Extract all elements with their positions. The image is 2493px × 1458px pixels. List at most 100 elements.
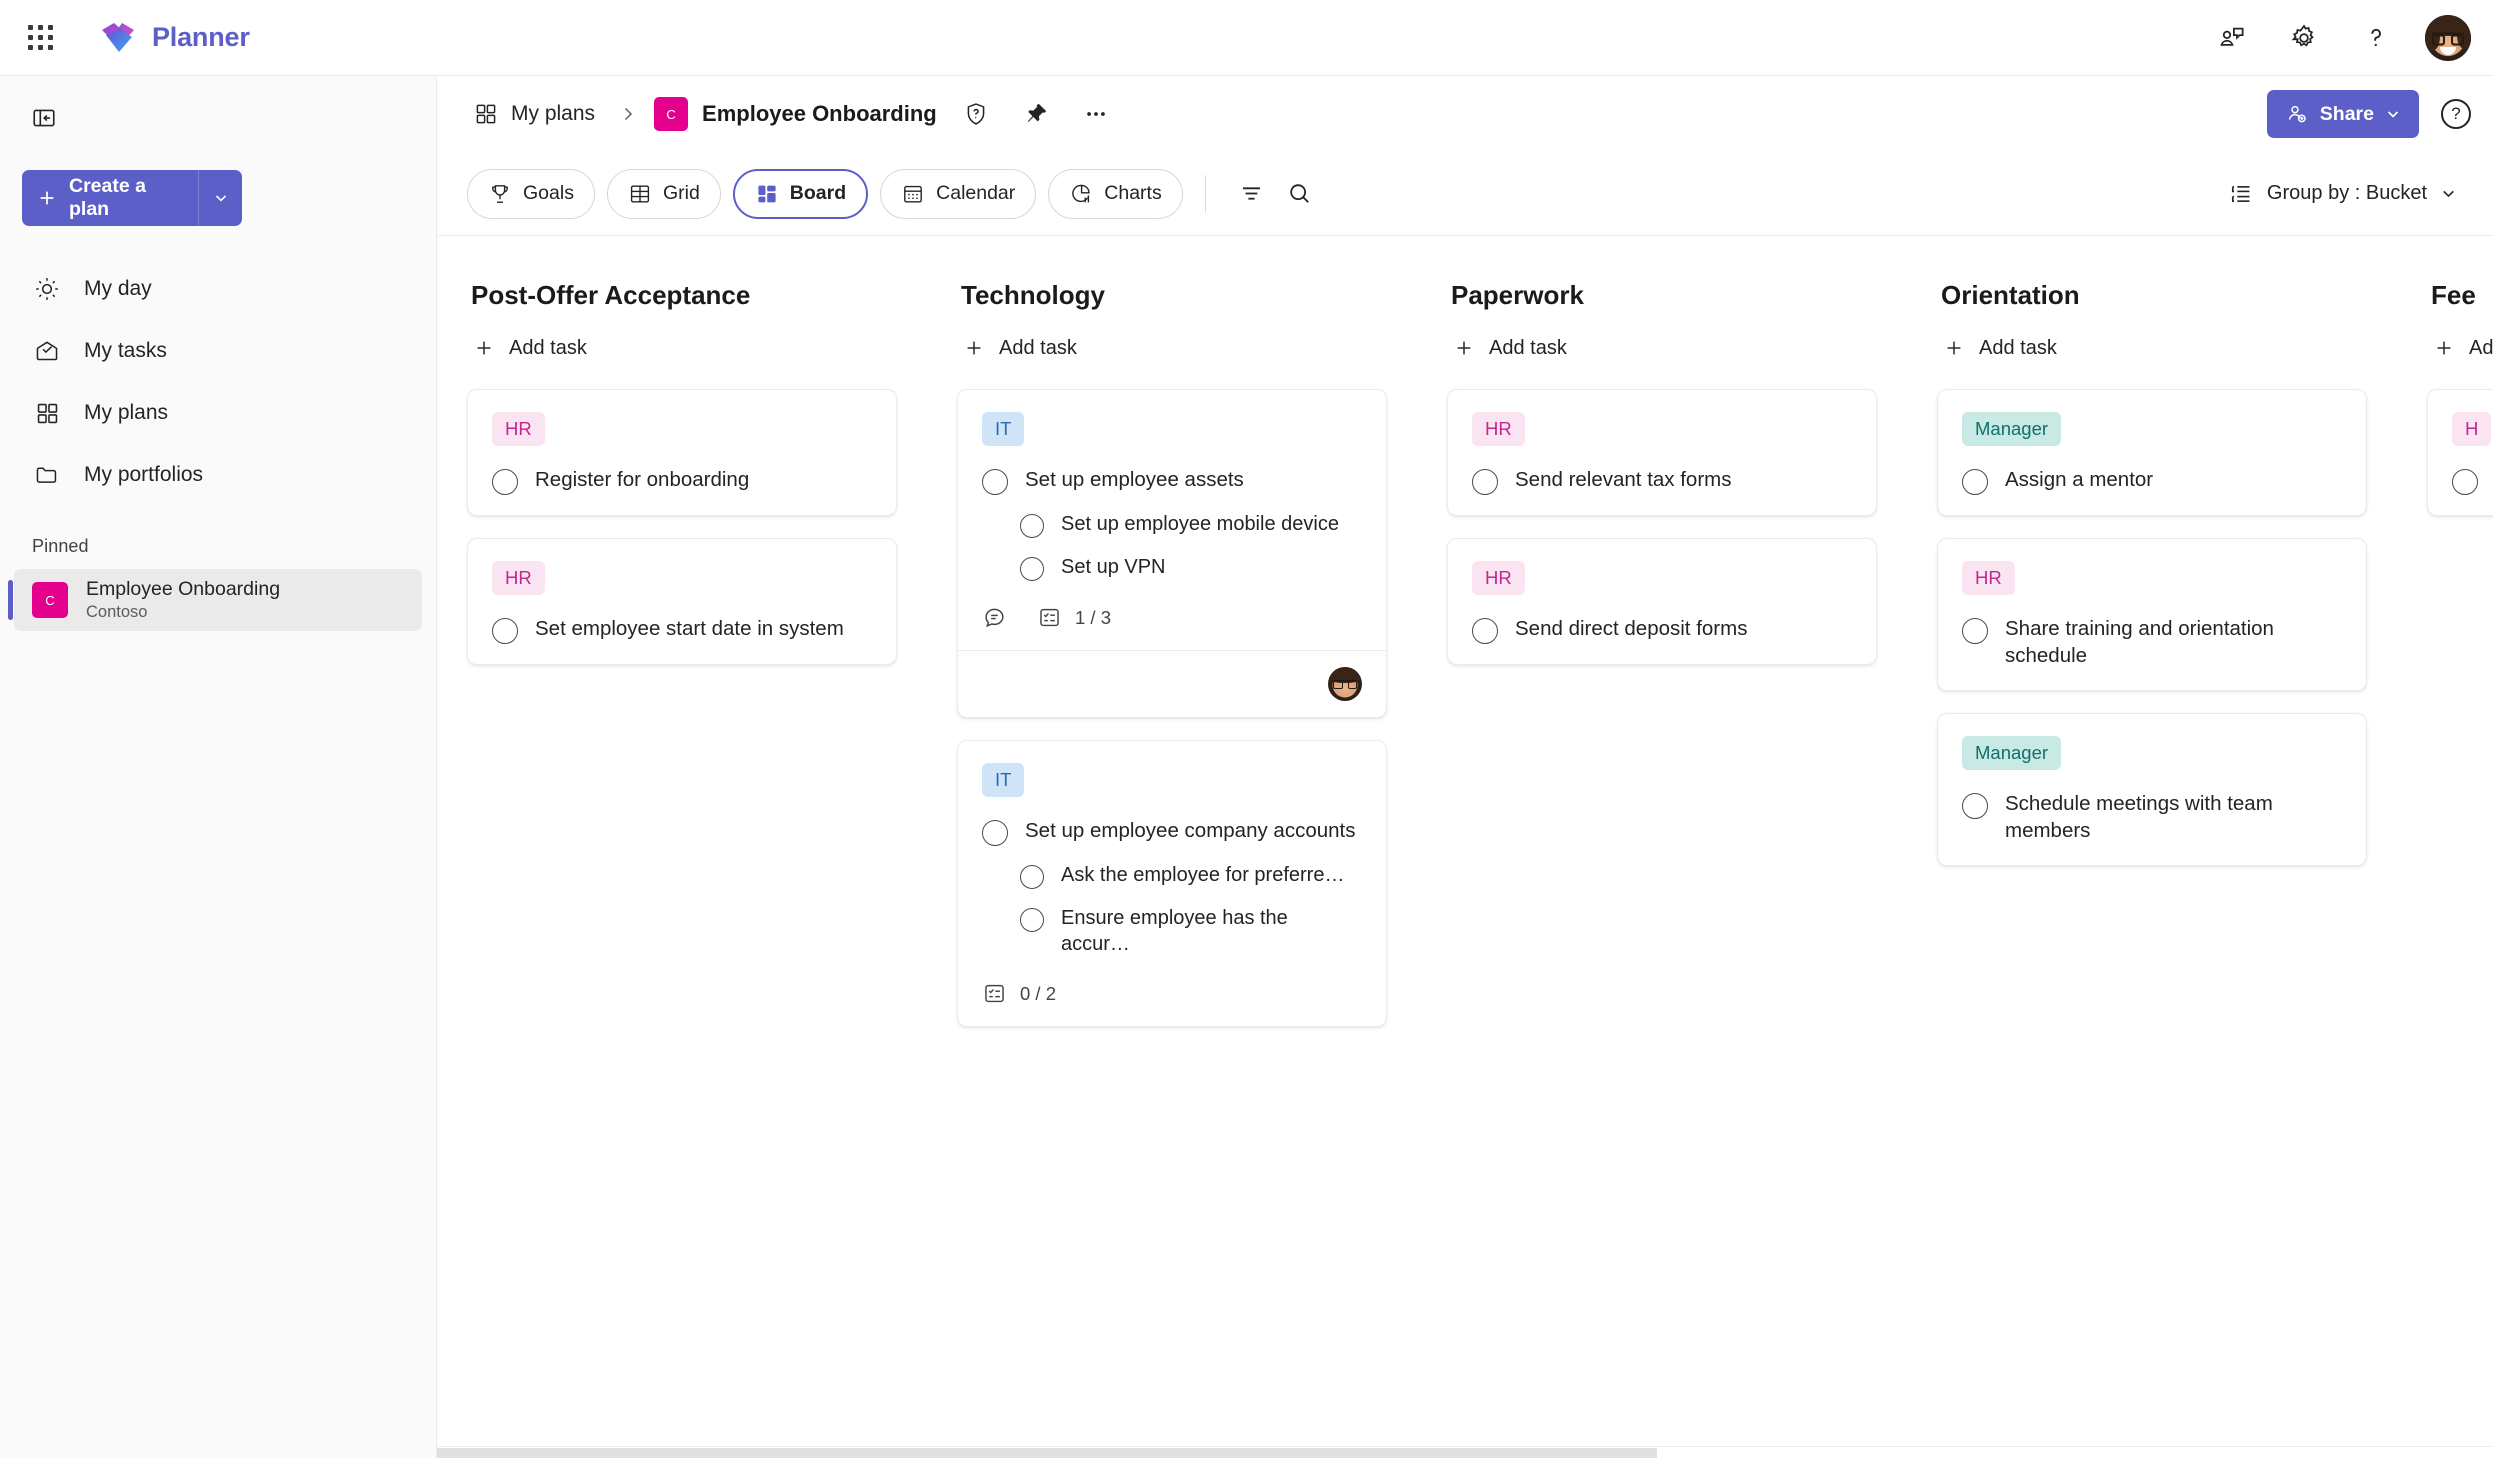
sidebar-pinned-plan-employee-onboarding[interactable]: C Employee Onboarding Contoso <box>8 569 422 631</box>
sidebar-item-my-portfolios[interactable]: My portfolios <box>14 444 422 506</box>
comment-icon[interactable] <box>982 605 1007 630</box>
task-row: Set up employee assets <box>982 466 1362 495</box>
tab-goals[interactable]: Goals <box>467 168 595 219</box>
add-task-button[interactable]: Add task <box>957 325 1083 371</box>
chevron-down-icon <box>2385 106 2401 122</box>
task-card[interactable]: IT Set up employee assets Set up employe… <box>957 389 1387 718</box>
add-task-label: Add task <box>509 336 587 359</box>
board-column-technology: Technology Add task IT <box>927 280 1417 1458</box>
task-complete-checkbox[interactable] <box>1962 469 1988 495</box>
account-avatar[interactable] <box>2425 14 2471 61</box>
pin-icon[interactable] <box>1015 93 1057 135</box>
board-column-paperwork: Paperwork Add task HR <box>1417 280 1907 1458</box>
subtask-complete-checkbox[interactable] <box>1020 865 1044 889</box>
task-card[interactable]: HR Send relevant tax forms <box>1447 389 1877 516</box>
create-plan-button[interactable]: Create a plan <box>22 170 242 226</box>
sidebar-item-my-plans[interactable]: My plans <box>14 382 422 444</box>
label-chip[interactable]: H <box>2452 412 2492 446</box>
tab-board[interactable]: Board <box>732 168 869 219</box>
task-card[interactable]: H <box>2427 389 2493 516</box>
task-complete-checkbox[interactable] <box>1962 618 1988 644</box>
label-chip[interactable]: HR <box>1962 561 2015 595</box>
avatar[interactable] <box>1328 667 1362 701</box>
task-complete-checkbox[interactable] <box>1472 469 1498 495</box>
task-card-meta: 0 / 2 <box>982 981 1362 1006</box>
checklist-progress[interactable]: 0 / 2 <box>982 981 1056 1006</box>
checklist-progress[interactable]: 1 / 3 <box>1037 605 1111 630</box>
pie-chart-icon <box>1069 182 1093 206</box>
sidebar-item-label: My tasks <box>84 339 167 362</box>
share-button[interactable]: Share <box>2266 90 2419 138</box>
add-task-button[interactable]: Add task <box>1447 325 1573 371</box>
task-card[interactable]: HR Send direct deposit forms <box>1447 538 1877 665</box>
task-complete-checkbox[interactable] <box>982 820 1008 846</box>
gear-icon[interactable] <box>2281 15 2327 61</box>
brand[interactable]: Planner <box>100 21 250 55</box>
tab-charts[interactable]: Charts <box>1048 168 1183 219</box>
create-plan-main[interactable]: Create a plan <box>22 170 198 226</box>
task-card[interactable]: HR Share training and orientation schedu… <box>1937 538 2367 691</box>
board-column-post-offer-acceptance: Post-Offer Acceptance Add task H <box>437 280 927 1458</box>
feedback-person-chat-icon[interactable] <box>2209 15 2255 61</box>
group-list-icon <box>2228 181 2254 207</box>
question-circle-icon[interactable]: ? <box>2441 99 2471 129</box>
task-title: Assign a mentor <box>2005 468 2154 491</box>
breadcrumb-my-plans[interactable]: My plans <box>467 97 602 131</box>
task-complete-checkbox[interactable] <box>492 618 518 644</box>
label-chip[interactable]: HR <box>1472 412 1525 446</box>
tab-grid[interactable]: Grid <box>606 168 721 219</box>
label-chip[interactable]: IT <box>982 412 1025 446</box>
task-complete-checkbox[interactable] <box>1962 792 1988 819</box>
scrollbar-thumb[interactable] <box>437 1448 1657 1458</box>
subtask-complete-checkbox[interactable] <box>1020 514 1044 538</box>
task-title: Share training and orientation schedule <box>2005 617 2274 668</box>
tab-calendar[interactable]: Calendar <box>880 168 1037 219</box>
label-chip[interactable]: HR <box>1472 561 1525 595</box>
plan-org: Contoso <box>86 602 148 621</box>
task-row: Schedule meetings with team members <box>1962 790 2342 845</box>
task-card[interactable]: HR Register for onboarding <box>467 389 897 516</box>
add-task-button[interactable]: Add task <box>2427 325 2493 371</box>
app-launcher-icon[interactable] <box>16 14 64 62</box>
breadcrumb-current-plan[interactable]: C Employee Onboarding <box>654 97 937 131</box>
task-card-body: HR Register for onboarding <box>468 390 896 515</box>
label-chip[interactable]: Manager <box>1962 735 2062 770</box>
shield-question-icon[interactable] <box>955 93 997 135</box>
plan-text: Employee Onboarding Contoso <box>86 577 280 623</box>
group-by-dropdown[interactable]: Group by : Bucket <box>2214 169 2471 219</box>
task-card[interactable]: HR Set employee start date in system <box>467 538 897 665</box>
task-complete-checkbox[interactable] <box>1472 618 1498 644</box>
subtask-row: Ensure employee has the accur… <box>982 905 1362 957</box>
question-mark-icon[interactable] <box>2353 15 2399 61</box>
collapse-panel-icon[interactable] <box>22 96 66 140</box>
add-task-button[interactable]: Add task <box>1937 325 2063 371</box>
label-chip[interactable]: HR <box>492 412 545 446</box>
subtask-complete-checkbox[interactable] <box>1020 557 1044 581</box>
task-card[interactable]: IT Set up employee company accounts Ask … <box>957 740 1387 1027</box>
task-complete-checkbox[interactable] <box>982 469 1008 495</box>
sidebar-item-my-tasks[interactable]: My tasks <box>14 320 422 382</box>
add-task-label: Add task <box>1489 336 1567 359</box>
breadcrumb-separator <box>616 104 640 124</box>
task-card[interactable]: Manager Assign a mentor <box>1937 389 2367 516</box>
label-chip[interactable]: Manager <box>1962 412 2062 446</box>
plan-badge: C <box>32 582 68 618</box>
task-complete-checkbox[interactable] <box>492 469 518 495</box>
sidebar-item-my-day[interactable]: My day <box>14 258 422 320</box>
sidebar: Create a plan <box>0 76 437 1458</box>
label-chip[interactable]: IT <box>982 763 1025 797</box>
subtask-complete-checkbox[interactable] <box>1020 908 1044 932</box>
board-columns-icon <box>755 182 779 206</box>
add-task-button[interactable]: Add task <box>467 325 593 371</box>
task-card[interactable]: Manager Schedule meetings with team memb… <box>1937 712 2367 866</box>
filter-icon[interactable] <box>1228 170 1276 218</box>
search-icon[interactable] <box>1276 170 1324 218</box>
subtask-row: Ask the employee for preferre… <box>982 862 1362 889</box>
task-complete-checkbox[interactable] <box>2452 469 2478 495</box>
plan-name: Employee Onboarding <box>86 577 281 600</box>
tab-label: Calendar <box>936 182 1016 204</box>
create-plan-dropdown[interactable] <box>198 170 242 226</box>
horizontal-scrollbar[interactable] <box>437 1446 2493 1458</box>
more-horizontal-icon[interactable] <box>1075 93 1117 135</box>
label-chip[interactable]: HR <box>492 561 545 595</box>
